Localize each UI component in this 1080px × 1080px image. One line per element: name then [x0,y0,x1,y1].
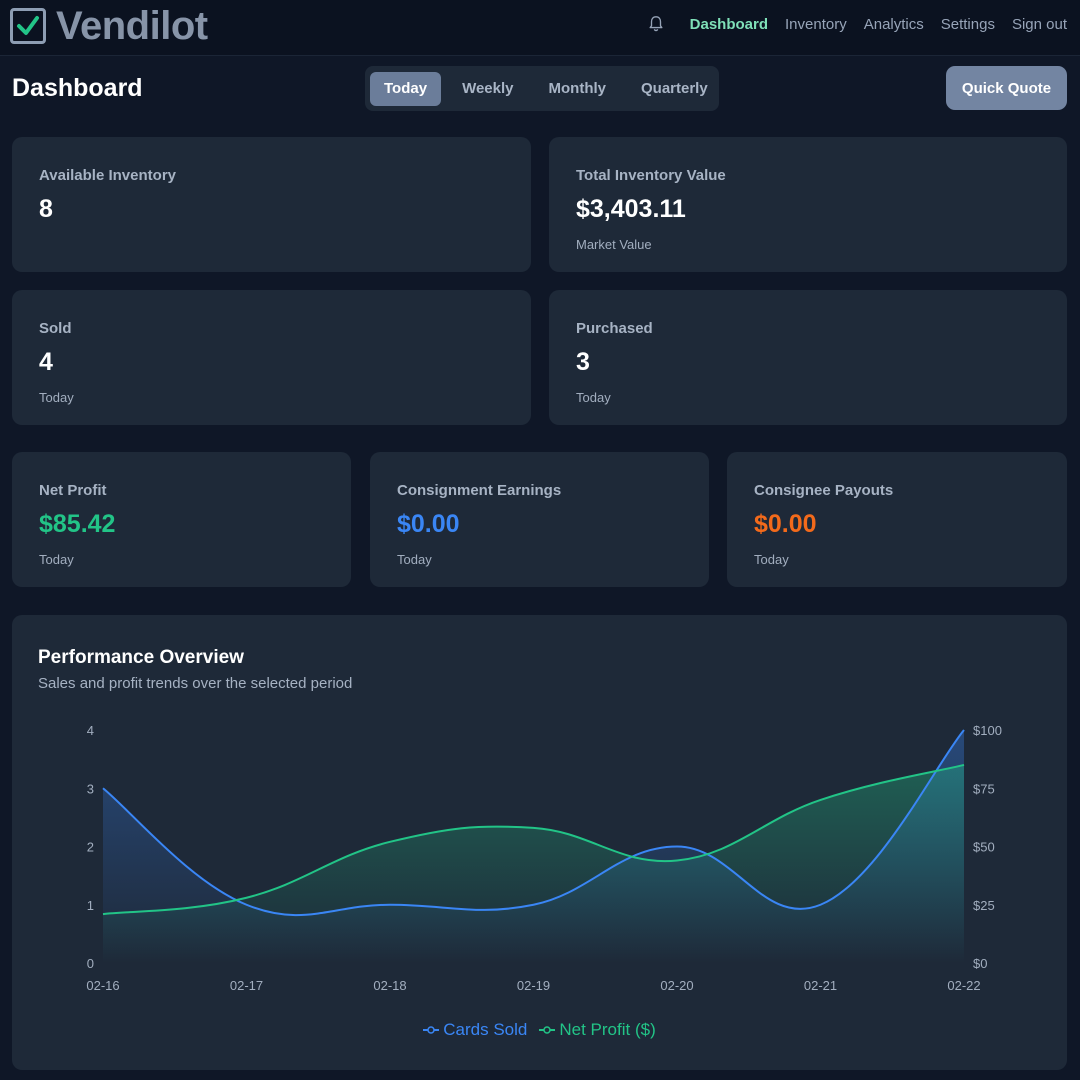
nav-analytics[interactable]: Analytics [863,15,924,33]
stat-label: Sold [39,320,72,337]
data-point[interactable] [675,845,679,849]
x-tick-label: 02-22 [947,978,980,993]
legend-label: Cards Sold [443,1020,528,1039]
legend-label: Net Profit ($) [559,1020,656,1039]
data-point[interactable] [675,858,679,862]
stat-card-total-inventory-value: Total Inventory Value $3,403.11 Market V… [549,137,1067,272]
checkbox-logo-icon [10,8,46,44]
stat-value: 8 [39,195,53,223]
stat-card-consignment-earnings: Consignment Earnings $0.00 Today [370,452,709,587]
tab-quarterly[interactable]: Quarterly [641,79,708,97]
data-point[interactable] [819,903,823,907]
x-tick-label: 02-20 [660,978,693,993]
stat-value: 4 [39,348,53,376]
x-tick-label: 02-16 [86,978,119,993]
y-right-tick-label: $75 [973,781,995,796]
stat-card-net-profit: Net Profit $85.42 Today [12,452,351,587]
stat-card-purchased: Purchased 3 Today [549,290,1067,425]
data-point[interactable] [532,903,536,907]
data-point[interactable] [245,903,249,907]
stat-label: Purchased [576,320,653,337]
y-right-tick-label: $50 [973,840,995,855]
nav-dashboard[interactable]: Dashboard [689,15,769,33]
series-line-0 [102,729,965,917]
data-point[interactable] [388,840,392,844]
x-tick-label: 02-19 [517,978,550,993]
stat-card-available-inventory: Available Inventory 8 [12,137,531,272]
x-tick-label: 02-21 [804,978,837,993]
series-line-1 [102,763,965,916]
nav-inventory[interactable]: Inventory [785,15,847,33]
y-right-tick-label: $25 [973,898,995,913]
main-nav: Dashboard Inventory Analytics Settings S… [647,15,1067,33]
legend-item[interactable]: Net Profit ($) [539,1020,656,1040]
stat-value: $3,403.11 [576,195,686,223]
chart-legend: Cards Sold Net Profit ($) [12,1020,1067,1040]
legend-line-icon [539,1026,556,1034]
stat-value: 3 [576,348,590,376]
stat-value: $0.00 [397,510,460,538]
data-point[interactable] [962,763,966,767]
data-point[interactable] [101,912,105,916]
data-point[interactable] [101,786,105,790]
y-left-tick-label: 3 [87,781,94,796]
quick-quote-button[interactable]: Quick Quote [946,66,1067,110]
legend-item[interactable]: Cards Sold [423,1020,527,1040]
data-point[interactable] [532,826,536,830]
stat-sub: Market Value [576,237,652,252]
stat-label: Consignee Payouts [754,482,894,499]
data-point[interactable] [388,903,392,907]
tab-weekly[interactable]: Weekly [462,79,514,97]
y-right-tick-label: $0 [973,956,987,971]
data-point[interactable] [962,728,966,732]
tab-today[interactable]: Today [370,71,442,106]
stat-card-consignee-payouts: Consignee Payouts $0.00 Today [727,452,1067,587]
stat-sub: Today [754,552,789,567]
tab-monthly[interactable]: Monthly [548,79,607,97]
stat-label: Consignment Earnings [397,482,562,499]
data-point[interactable] [819,798,823,802]
performance-chart-card: Performance Overview Sales and profit tr… [12,615,1067,1070]
y-right-tick-label: $100 [973,723,1002,738]
stat-value: $85.42 [39,510,116,538]
stat-label: Total Inventory Value [576,167,726,184]
top-nav-bar: Vendilot Dashboard Inventory Analytics S… [0,0,1080,56]
stat-label: Available Inventory [39,167,176,184]
stat-value: $0.00 [754,510,817,538]
data-point[interactable] [245,896,249,900]
x-tick-label: 02-18 [373,978,406,993]
performance-line-chart: 0 1 2 3 4 $0 $25 $50 $75 $100 02-16 02-17 02-18 02-19… [86,723,1002,993]
stat-sub: Today [576,390,611,405]
bell-icon[interactable] [647,15,665,33]
brand-name: Vendilot [56,4,208,48]
nav-sign-out[interactable]: Sign out [1011,15,1067,33]
y-left-tick-label: 0 [87,956,94,971]
stat-sub: Today [39,390,74,405]
chart-subtitle: Sales and profit trends over the selecte… [38,675,353,692]
nav-settings[interactable]: Settings [940,15,995,33]
page-title: Dashboard [12,74,143,102]
x-tick-label: 02-17 [230,978,263,993]
stat-sub: Today [39,552,74,567]
chart-title: Performance Overview [38,647,244,668]
stat-sub: Today [397,552,432,567]
y-left-tick-label: 4 [87,723,94,738]
y-left-tick-label: 2 [87,840,94,855]
stat-label: Net Profit [39,482,107,499]
brand[interactable]: Vendilot [10,4,208,48]
period-tabs: Today Weekly Monthly Quarterly [365,66,719,111]
legend-line-icon [423,1026,440,1034]
y-left-tick-label: 1 [87,898,94,913]
stat-card-sold: Sold 4 Today [12,290,531,425]
